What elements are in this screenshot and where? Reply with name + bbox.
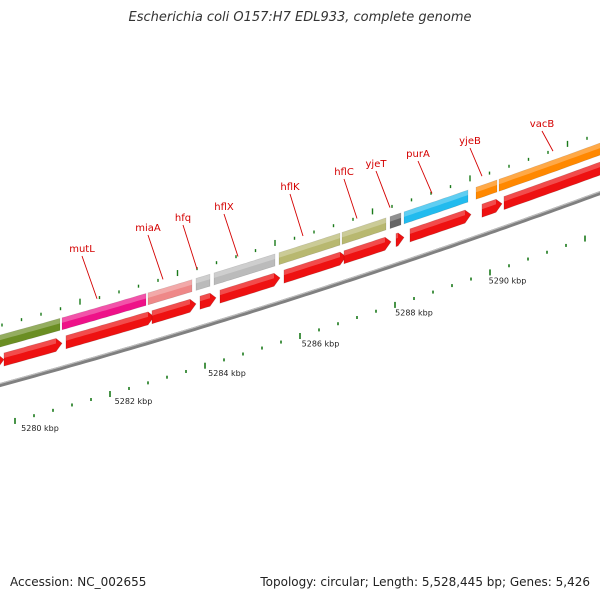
kbp-label: 5290 kbp [489,276,527,285]
cds-hflC [341,217,387,245]
cds-purA-shine [404,190,468,217]
cds-hflX-shine [214,254,275,278]
kbp-label: 5284 kbp [208,369,246,378]
gene-leader-hfq [182,224,198,270]
cds-hfq [195,273,211,291]
gene-label-mutL: mutL [69,244,95,255]
forward-cds-4-shine [152,299,190,316]
forward-cds-6-shine [220,273,274,296]
tick-marks-layer [1,136,588,424]
kbp-label: 5280 kbp [21,424,59,433]
gene-label-vacB: vacB [530,119,555,130]
forward-cds-8 [343,236,392,265]
gene-leader-hflC [343,178,358,219]
cds-olive [0,318,61,348]
cds-hflK-shine [279,233,340,258]
gene-label-yjeB: yjeB [459,136,481,147]
cds-yjeB [475,179,498,200]
genome-summary-text: Topology: circular; Length: 5,528,445 bp… [260,575,590,589]
gene-label-hfq: hfq [175,213,191,224]
cds-hflK [278,232,341,266]
forward-cds-2 [3,338,63,367]
gene-label-hflK: hflK [280,182,300,193]
accession-text: Accession: NC_002655 [10,575,147,589]
gene-label-hflC: hflC [334,167,354,178]
forward-cds-layer [0,161,600,367]
cds-yjeB-shine [476,180,497,193]
genome-backbone-highlight [0,190,600,385]
cds-hfq-shine [196,274,210,284]
cds-yjeT-shine [390,212,401,222]
genome-backbone [0,190,600,388]
forward-cds-10-shine [410,210,465,234]
cds-yjeT [389,212,402,230]
kbp-label: 5286 kbp [302,339,340,348]
forward-cds-4 [151,298,197,325]
cds-purA [403,189,469,225]
cds-vacB [498,142,600,192]
gene-label-purA: purA [406,149,430,160]
forward-cds-5-shine [200,293,210,302]
cds-hflC-shine [342,217,386,238]
cds-miaA [147,279,193,306]
map-title: Escherichia coli O157:H7 EDL933, complet… [128,10,472,25]
backbone-layer [0,190,600,388]
gene-leader-miaA [147,234,164,280]
gene-label-yjeT: yjeT [366,159,388,170]
gene-leader-mutL [81,255,98,299]
forward-cds-8-shine [344,237,385,256]
kbp-label: 5288 kbp [395,309,433,318]
forward-cds-5 [199,292,217,310]
gene-label-miaA: miaA [135,223,161,234]
forward-cds-7-shine [284,252,340,276]
gene-labels-layer: mutL miaA hfq hflX hflK hflC yjeT purA yjeB vacB [69,119,554,299]
forward-cds-6 [219,272,281,304]
gene-leader-hflX [223,213,239,257]
kbp-label: 5282 kbp [115,397,153,406]
cds-vacB-shine [499,143,600,185]
forward-cds-12-shine [504,162,600,202]
forward-cds-9-shine [396,232,398,239]
forward-cds-12 [503,161,600,210]
forward-cds-7 [283,251,347,284]
forward-cds-3-shine [66,311,148,341]
cds-miaA-shine [148,279,192,298]
forward-cds-10 [409,209,472,243]
gene-leader-purA [417,160,433,194]
gene-leader-yjeT [375,170,391,208]
forward-cds-3 [65,311,155,350]
cds-mutL [61,293,147,331]
cds-olive-shine [0,318,60,341]
gene-leader-hflK [289,193,304,237]
gene-leader-vacB [541,130,554,152]
scale-layer: 5280 kbp 5282 kbp 5284 kbp 5286 kbp 5288 kbp… [21,276,526,433]
cds-hflX [213,253,276,286]
forward-cds-2-shine [4,338,56,358]
gene-label-hflX: hflX [214,202,234,213]
forward-cds-1 [0,355,5,366]
forward-cds-11-shine [482,199,496,210]
cds-mutL-shine [62,293,146,323]
gene-leader-yjeB [469,147,483,177]
forward-cds-9 [395,232,405,248]
colored-cds-layer [0,142,600,348]
forward-cds-11 [481,198,503,218]
